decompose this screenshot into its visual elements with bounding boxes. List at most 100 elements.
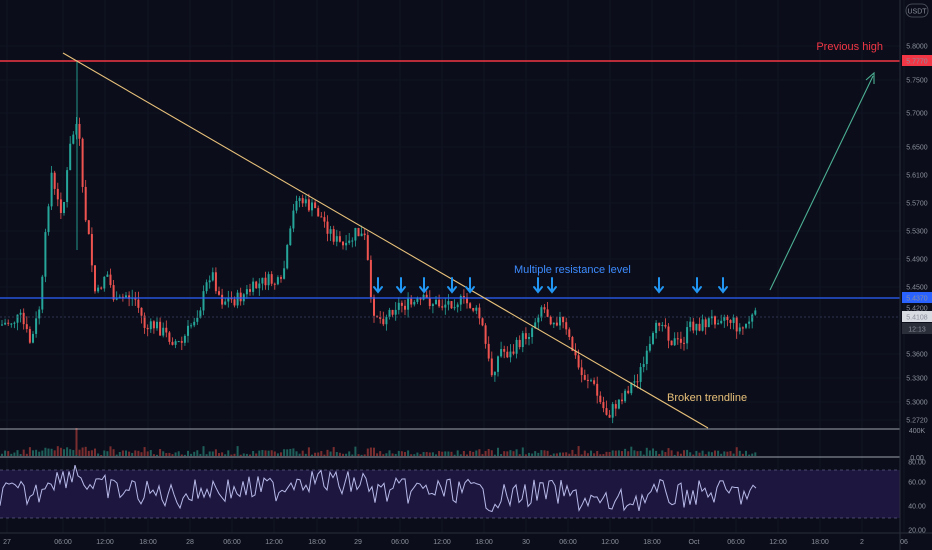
candle-body [221, 294, 224, 305]
volume-bar [583, 450, 586, 456]
volume-bar [751, 453, 754, 456]
candle-body [202, 291, 205, 311]
volume-bar [109, 446, 112, 456]
volume-bar [704, 454, 707, 456]
volume-bar [156, 454, 158, 456]
candle-body [593, 380, 596, 384]
rsi-axis-ticks: 80.00 60.00 40.00 20.00 [908, 460, 926, 535]
volume-bar [506, 451, 509, 456]
candle-body [276, 277, 279, 285]
volume-bar [10, 453, 13, 456]
candle-body [478, 307, 481, 319]
volume-bar [106, 451, 109, 456]
volume-bar [664, 452, 667, 456]
candle-body [304, 199, 307, 204]
candle-body [165, 327, 168, 333]
candle-body [66, 170, 69, 203]
volume-bar [63, 449, 65, 456]
rsi-tick-label: 60.00 [908, 480, 926, 487]
candle-body [205, 282, 208, 292]
volume-bar [38, 451, 41, 456]
descending-trendline[interactable] [62, 52, 709, 429]
volume-bar [456, 450, 459, 456]
volume-bar [404, 452, 406, 456]
volume-bar [230, 454, 233, 456]
candle-body [438, 299, 441, 307]
candle-body [413, 301, 416, 305]
candle-body [162, 327, 165, 336]
candle-body [555, 322, 558, 326]
rsi-zero-label: 0.00 [910, 455, 924, 462]
volume-bar [521, 447, 524, 456]
volume-bar [348, 451, 351, 456]
projection-arrow-line[interactable] [769, 75, 874, 291]
volume-bar [320, 451, 323, 456]
volume-bar [66, 447, 69, 456]
volume-bar [701, 450, 704, 456]
candle-body [735, 317, 738, 332]
candle-body [524, 333, 527, 339]
volume-bar [466, 454, 468, 456]
candle-body [385, 317, 388, 325]
volume-bar [599, 454, 602, 456]
grid [0, 0, 905, 533]
candle-body [35, 318, 38, 334]
volume-bar [81, 447, 84, 456]
candle-body [407, 298, 410, 310]
candle-body [515, 339, 518, 354]
volume-bar [323, 454, 326, 456]
candle-body [717, 323, 720, 325]
candle-body [655, 322, 658, 333]
candle-body [72, 134, 75, 144]
candle-body [283, 268, 286, 279]
candle-body [227, 298, 230, 302]
candle-body [112, 285, 115, 300]
volume-bar [605, 451, 608, 456]
price-tick-label: 5.6100 [906, 173, 928, 180]
volume-bar [441, 451, 444, 456]
volume-bar [28, 447, 31, 456]
previous-high-tag-text: 5.7770 [906, 59, 928, 66]
candle-body [484, 325, 487, 344]
candle-body [47, 206, 50, 233]
volume-bar [47, 448, 50, 456]
candle-body [156, 321, 158, 329]
volume-bar [748, 454, 751, 456]
candle-body [404, 305, 406, 310]
volume-bar [686, 449, 689, 456]
volume-bar [655, 450, 658, 456]
candle-body [686, 327, 689, 344]
candle-body [326, 221, 329, 234]
volume-bar [211, 451, 214, 456]
volume-bar [568, 453, 571, 456]
currency-badge[interactable] [905, 3, 929, 18]
candle-body [369, 259, 372, 298]
candle-body [128, 295, 131, 299]
candle-body [270, 274, 273, 284]
volume-bar [41, 450, 44, 456]
candle-body [605, 408, 608, 415]
price-tick-label: 5.4900 [906, 257, 928, 264]
volume-bar [25, 453, 28, 456]
volume-bar [19, 454, 22, 456]
candle-body [230, 298, 233, 300]
volume-bar [44, 447, 47, 456]
volume-bar [267, 450, 270, 456]
volume-series [1, 428, 757, 456]
candle-body [159, 321, 162, 336]
volume-bar [87, 450, 90, 456]
volume-bar [717, 450, 720, 456]
candle-body [56, 188, 59, 200]
volume-bar [252, 450, 255, 456]
candle-body [509, 351, 512, 358]
candle-body [16, 314, 19, 323]
projection-arrow-head [865, 71, 875, 84]
volume-bar [617, 450, 620, 456]
candle-body [621, 399, 623, 402]
candle-body [503, 349, 506, 352]
volume-bar [283, 449, 286, 456]
volume-bar [574, 454, 577, 456]
volume-bar [670, 450, 673, 456]
